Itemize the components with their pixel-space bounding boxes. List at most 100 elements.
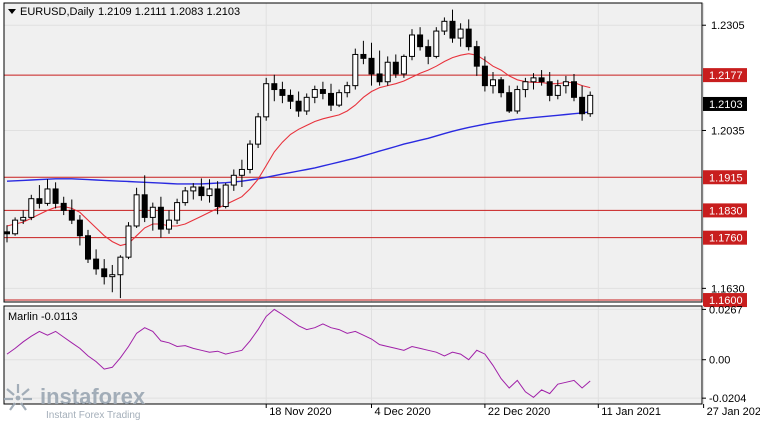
candle-body-up	[44, 188, 51, 204]
candle-body-down	[60, 202, 67, 211]
candle-body-up	[554, 85, 561, 96]
candle	[425, 39, 432, 65]
candle	[166, 210, 172, 234]
candle-body-up	[344, 85, 351, 94]
candle	[514, 85, 521, 114]
candle-body-down	[271, 83, 278, 91]
marlin-polyline	[6, 308, 591, 399]
candle-body-down	[392, 61, 399, 75]
candle	[457, 23, 464, 47]
date-tick-label: 22 Dec 2020	[488, 406, 550, 418]
candle	[546, 72, 553, 102]
candle	[368, 42, 375, 86]
candle-body-up	[562, 81, 569, 87]
indicator-panel-frame	[3, 305, 703, 405]
candle	[562, 75, 569, 94]
candle	[52, 182, 59, 209]
candle	[206, 179, 213, 203]
candle-body-up	[490, 79, 496, 87]
candle-body-down	[52, 188, 59, 204]
candle	[68, 199, 75, 225]
time-axis: 18 Nov 2020 4 Dec 2020 22 Dec 2020 11 Jan 2…	[265, 404, 760, 418]
chart-symbol: EURUSD,Daily	[20, 6, 94, 18]
candle-body-up	[12, 219, 19, 235]
candle	[36, 185, 43, 209]
indicator-plot-area	[4, 306, 702, 404]
candle	[344, 81, 351, 98]
date-tick-label: 4 Dec 2020	[375, 406, 431, 418]
candle-body-down	[417, 34, 424, 48]
candle-body-down	[481, 65, 488, 87]
indicator-tick-label: 0.0267	[709, 304, 743, 316]
ma-fast-line	[6, 53, 591, 247]
indicator-panel[interactable]: Marlin -0.0113 0.0267 0.00 -0.0204	[3, 304, 746, 405]
chart-menu-arrow-icon[interactable]	[8, 9, 16, 14]
candle	[587, 91, 594, 117]
level-price-tag	[703, 170, 747, 185]
level-price-tag	[703, 230, 747, 245]
candle	[93, 249, 100, 275]
chart-ohlc: 1.2109 1.2111 1.2083 1.2103	[98, 6, 240, 18]
candle	[384, 56, 391, 86]
price-tick-label: 1.2305	[711, 20, 745, 32]
instaforex-watermark: instaforex Instant Forex Trading	[4, 384, 146, 421]
candle-body-down	[279, 89, 286, 96]
candle	[230, 169, 237, 191]
candle-body-up	[20, 216, 27, 221]
candle	[311, 85, 318, 104]
level-price-tag	[703, 68, 747, 83]
candle	[214, 181, 221, 215]
candle-body-up	[238, 168, 245, 176]
candle	[141, 175, 148, 223]
candle	[279, 81, 286, 104]
candle	[352, 48, 359, 90]
candle-body-down	[198, 186, 205, 197]
chart-header: EURUSD,Daily 1.2109 1.2111 1.2083 1.2103	[8, 6, 240, 18]
instaforex-logo-icon	[4, 384, 32, 411]
candle-body-up	[514, 89, 521, 112]
candle	[287, 89, 294, 110]
candle	[133, 187, 140, 228]
candle-body-up	[109, 274, 116, 278]
candle-body-up	[303, 96, 310, 112]
candle-body-up	[222, 184, 229, 207]
candle	[481, 56, 488, 92]
candle	[336, 89, 343, 108]
candle	[238, 159, 245, 187]
candle	[328, 83, 334, 111]
candle-body-up	[166, 219, 172, 230]
candle-body-down	[498, 79, 505, 94]
candle-body-up	[587, 94, 594, 115]
candle	[554, 79, 561, 100]
candle-body-down	[425, 46, 432, 57]
candle	[20, 210, 27, 225]
candle-body-down	[4, 231, 10, 235]
candle-body-down	[214, 188, 221, 207]
candle-body-up	[409, 34, 415, 57]
candle	[303, 93, 310, 115]
candle	[222, 183, 229, 209]
indicator-tick-label: 0.00	[709, 355, 730, 367]
candle-body-down	[473, 46, 480, 67]
candle	[433, 27, 440, 59]
price-panel[interactable]: 1.2305 1.2035 1.1630 1.2177 1.1915 1.1830 1.17…	[3, 2, 747, 308]
candle	[149, 202, 156, 231]
candle-body-down	[319, 89, 326, 94]
candle-body-up	[441, 20, 448, 32]
candle	[441, 17, 448, 35]
candle-body-down	[93, 258, 100, 270]
candle	[174, 198, 181, 225]
level-price-tag	[703, 203, 747, 218]
candle	[117, 255, 124, 299]
candle	[579, 85, 586, 121]
candle-body-down	[579, 96, 586, 115]
candle-body-up	[384, 61, 391, 83]
candle-body-up	[190, 186, 197, 192]
candle-body-up	[149, 206, 156, 218]
candle-body-up	[311, 89, 318, 98]
candle-body-down	[360, 53, 367, 59]
candle-body-up	[125, 225, 132, 258]
candle	[392, 54, 399, 78]
candle	[190, 183, 197, 200]
